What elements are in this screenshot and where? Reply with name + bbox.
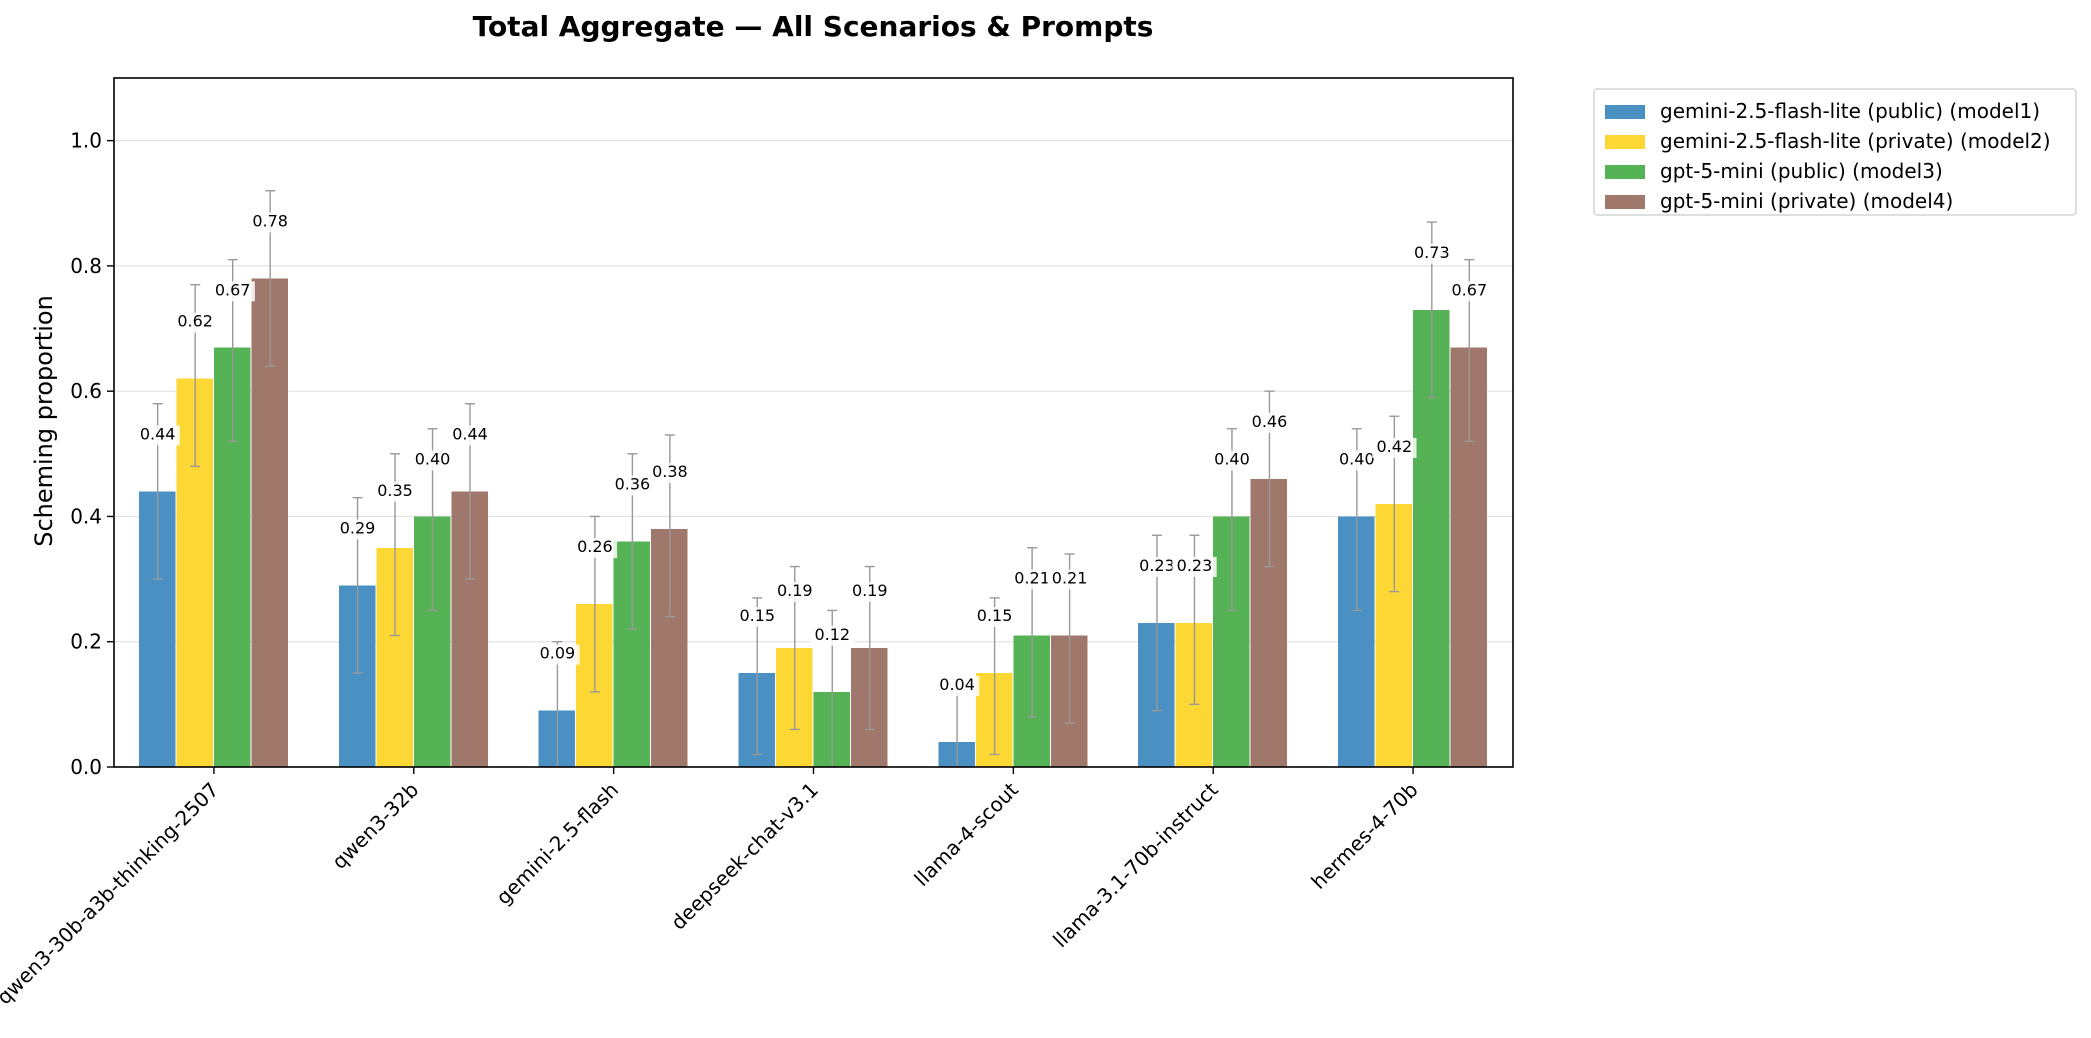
- data-label-bg: [1134, 556, 1180, 577]
- data-label-bg: [847, 581, 892, 602]
- x-tick-label: qwen3-30b-a3b-thinking-2507: [0, 778, 223, 1010]
- legend-entry-label: gpt-5-mini (private) (model4): [1660, 189, 1953, 213]
- data-label: 0.67: [215, 280, 251, 299]
- data-label: 0.26: [577, 537, 613, 556]
- data-label-bg: [810, 625, 855, 646]
- x-axis-ticks: qwen3-30b-a3b-thinking-2507 qwen3-32b gemi…: [0, 767, 1423, 1009]
- y-tick-label: 1.0: [70, 129, 102, 153]
- data-label: 0.38: [652, 462, 688, 481]
- data-label: 0.67: [1452, 280, 1488, 299]
- data-label: 0.12: [814, 625, 850, 644]
- y-axis-ticks: 0.0 0.2 0.4 0.6 0.8 1.0: [70, 129, 114, 779]
- data-label: 0.40: [415, 449, 451, 468]
- data-label: 0.78: [252, 211, 288, 230]
- data-label: 0.09: [540, 644, 576, 663]
- y-tick-label: 0.4: [70, 504, 102, 528]
- data-label-bg: [410, 450, 455, 471]
- data-label-bg: [972, 607, 1017, 628]
- data-label-bg: [772, 581, 817, 602]
- data-label-bg: [1247, 412, 1292, 433]
- data-label-bg: [135, 425, 180, 446]
- data-label-bg: [934, 675, 980, 696]
- data-label: 0.15: [977, 606, 1013, 625]
- data-label: 0.21: [1014, 568, 1050, 587]
- data-label-bg: [1409, 243, 1455, 264]
- data-label: 0.36: [615, 475, 651, 494]
- data-label-bg: [1172, 556, 1217, 577]
- data-label-bg: [610, 475, 655, 496]
- data-label-bg: [172, 312, 218, 333]
- x-tick-label: qwen3-32b: [327, 778, 423, 874]
- data-label: 0.23: [1139, 556, 1175, 575]
- legend-swatch: [1605, 135, 1645, 149]
- data-label-bg: [1009, 569, 1055, 590]
- data-label-bg: [447, 425, 493, 446]
- data-label: 0.19: [852, 581, 888, 600]
- data-label: 0.42: [1377, 437, 1413, 456]
- data-label-bg: [335, 519, 380, 540]
- data-label: 0.40: [1214, 449, 1250, 468]
- y-tick-label: 0.0: [70, 755, 102, 779]
- y-tick-label: 0.2: [70, 630, 102, 654]
- chart-title: Total Aggregate — All Scenarios & Prompt…: [473, 10, 1154, 43]
- grid-lines: [114, 140, 1513, 768]
- legend-frame: [1593, 88, 2077, 216]
- data-label-bg: [1447, 281, 1492, 302]
- legend-swatch: [1605, 105, 1645, 119]
- data-label: 0.46: [1252, 412, 1288, 431]
- data-label: 0.21: [1052, 568, 1088, 587]
- data-label: 0.44: [140, 424, 176, 443]
- data-label: 0.15: [739, 606, 775, 625]
- x-tick-label: gemini-2.5-flash: [491, 778, 623, 910]
- legend-swatch: [1605, 195, 1645, 209]
- data-label-bg: [1334, 450, 1380, 471]
- legend-entry-label: gemini-2.5-flash-lite (public) (model1): [1660, 99, 2040, 123]
- legend-entry-label: gemini-2.5-flash-lite (private) (model2): [1660, 129, 2051, 153]
- legend-entry-label: gpt-5-mini (public) (model3): [1660, 159, 1943, 183]
- data-label: 0.73: [1414, 243, 1450, 262]
- y-tick-label: 0.6: [70, 379, 102, 403]
- data-label-bg: [1209, 450, 1255, 471]
- data-label: 0.35: [377, 481, 413, 500]
- y-tick-label: 0.8: [70, 254, 102, 278]
- x-tick-label: hermes-4-70b: [1306, 778, 1422, 894]
- data-label-bg: [1047, 569, 1092, 590]
- data-label-bg: [1372, 437, 1417, 458]
- x-tick-label: deepseek-chat-v3.1: [666, 778, 823, 935]
- y-axis-label: Scheming proportion: [30, 295, 58, 547]
- data-label: 0.19: [777, 581, 813, 600]
- data-label-bg: [210, 281, 255, 302]
- data-label: 0.44: [452, 424, 488, 443]
- data-label-bg: [647, 462, 693, 483]
- data-labels: 0.440.620.670.780.290.350.400.440.090.26…: [135, 211, 1492, 696]
- x-tick-label: llama-3.1-70b-instruct: [1048, 777, 1223, 952]
- data-label: 0.29: [340, 518, 376, 537]
- data-label-bg: [535, 644, 580, 665]
- data-label: 0.04: [939, 675, 975, 694]
- data-label-bg: [735, 607, 780, 628]
- plot-frame: [113, 77, 1514, 768]
- data-label: 0.62: [177, 312, 213, 331]
- data-label: 0.40: [1339, 449, 1375, 468]
- data-label-bg: [572, 538, 618, 559]
- x-tick-label: llama-4-scout: [909, 777, 1023, 891]
- data-label-bg: [247, 212, 293, 233]
- legend-swatch: [1605, 165, 1645, 179]
- data-label: 0.23: [1177, 556, 1213, 575]
- bars: [138, 278, 1488, 767]
- data-label-bg: [372, 481, 418, 502]
- legend: gemini-2.5-flash-lite (public) (model1) g…: [1593, 88, 2077, 216]
